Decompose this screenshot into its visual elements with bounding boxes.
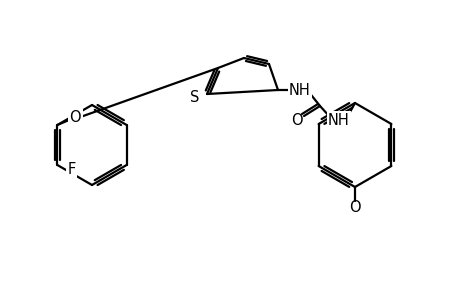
Text: NH: NH bbox=[289, 82, 310, 98]
Text: F: F bbox=[67, 161, 75, 176]
Text: O: O bbox=[69, 110, 81, 124]
Text: NH: NH bbox=[327, 112, 349, 128]
Text: O: O bbox=[291, 112, 302, 128]
Text: S: S bbox=[189, 89, 199, 104]
Text: O: O bbox=[348, 200, 360, 214]
